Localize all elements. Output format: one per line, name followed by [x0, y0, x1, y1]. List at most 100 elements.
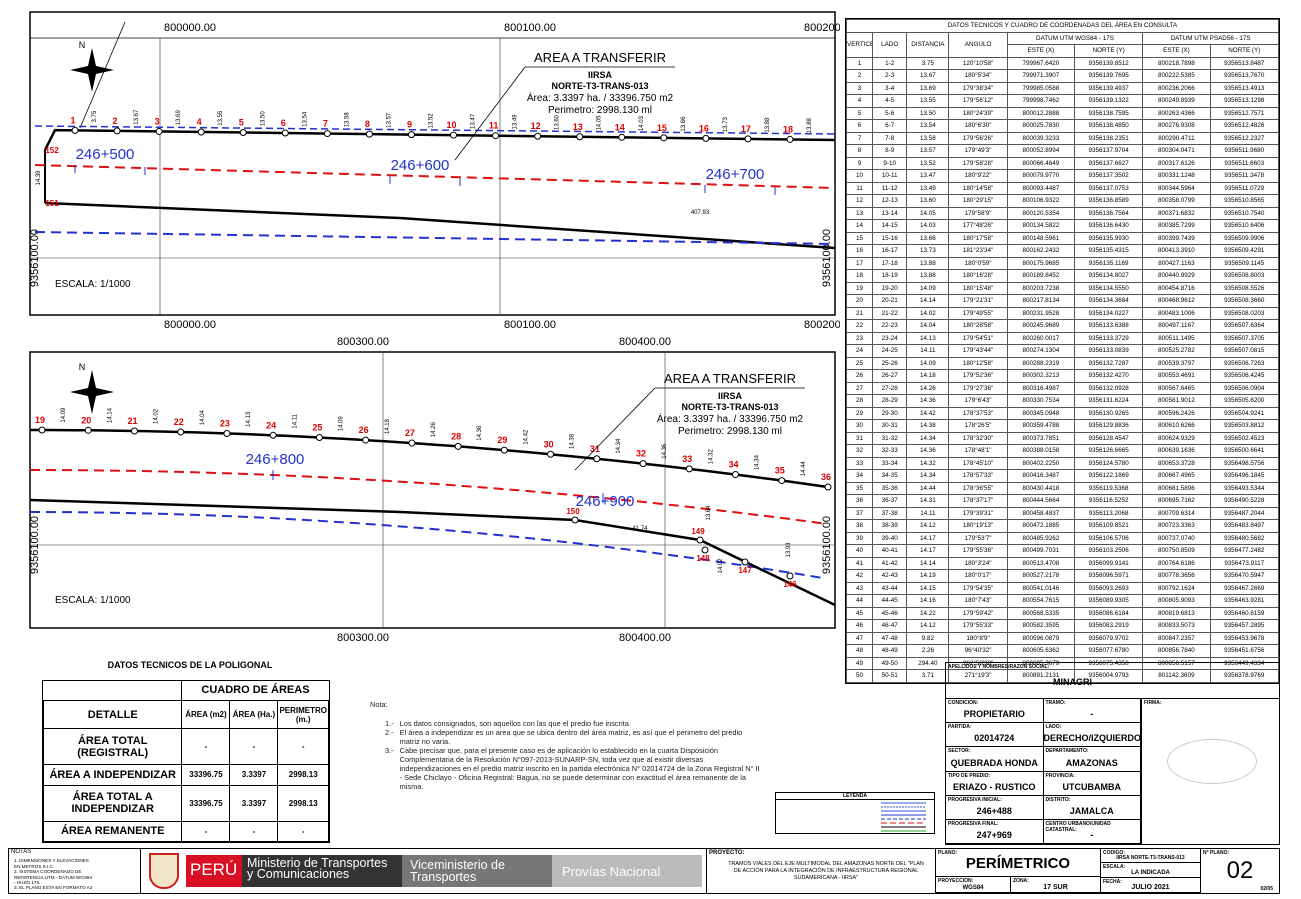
vertex-label: 26: [359, 425, 369, 435]
cell: 9356109.8521: [1073, 519, 1144, 533]
cell: -: [277, 820, 329, 843]
distance-label: 13.54: [302, 111, 308, 127]
cell: 1-2: [872, 56, 908, 70]
cell: 799971.3907: [1006, 69, 1075, 83]
vertex: [197, 128, 205, 136]
vertex-label: 25: [312, 422, 322, 432]
table-row: 15 15-16 13.66 180°17'58" 800148.5961 9356135…: [845, 231, 1280, 245]
field-label: ESCALA:: [1103, 864, 1126, 870]
cell: 800430.4418: [1006, 481, 1075, 495]
cell: 178°32'30": [948, 431, 1008, 445]
cell: 14.11: [906, 506, 950, 520]
cell: 46: [845, 619, 874, 633]
cell: 180°14'58": [948, 181, 1008, 195]
distance-label: 13.60: [555, 114, 561, 130]
field-value: -: [1090, 830, 1094, 841]
cell: 4-5: [872, 94, 908, 108]
column-header: VERTICE: [845, 31, 874, 58]
cell: 14.19: [906, 569, 950, 583]
grid-y-label: 9356100.00: [821, 516, 833, 574]
cell: 11-12: [872, 181, 908, 195]
grid-x-label: 800300.00: [337, 632, 389, 644]
cell: 800402.2250: [1006, 456, 1075, 470]
cell: 800359.4788: [1006, 419, 1075, 433]
cell: 180°19'13": [948, 519, 1008, 533]
cell: 9356487.2044: [1209, 506, 1280, 520]
cell: 179°43'44": [948, 344, 1008, 358]
cell: 800358.0799: [1142, 194, 1211, 208]
cell: 800833.5073: [1142, 619, 1211, 633]
distance-label: 14.11: [292, 413, 298, 428]
plan-number: 02: [1226, 857, 1254, 884]
vertex-label: 6: [281, 118, 286, 128]
cell: 800330.7534: [1006, 394, 1075, 408]
cell: 800245.9689: [1006, 319, 1075, 333]
cell: 9356457.2895: [1209, 619, 1280, 633]
shield: [149, 853, 179, 889]
vertex: [38, 426, 46, 434]
cell: 9356128.4547: [1073, 431, 1144, 445]
cell: 120°10'58": [948, 56, 1008, 70]
notes: Nota: 1.- Los datos consignados, son aquel…: [370, 700, 760, 830]
cell: -: [277, 728, 329, 766]
station-label: 246+700: [706, 166, 765, 183]
cell: 26: [845, 369, 874, 383]
cell: 5: [845, 106, 874, 120]
cell: 2.26: [906, 644, 950, 658]
cell: 801142.3609: [1142, 669, 1211, 683]
vertex-label: 149: [691, 527, 705, 536]
vertex: [71, 126, 79, 134]
cell: 800217.8134: [1006, 294, 1075, 308]
field-cell: SECTOR: QUEBRADA HONDA: [946, 747, 1044, 772]
cell: 14.14: [906, 556, 950, 570]
cell: 179°56'12": [948, 94, 1008, 108]
distance-label: 13.52: [429, 113, 435, 129]
grid-x-label: 800300.00: [337, 336, 389, 348]
field-label: CODIGO:: [1103, 850, 1125, 856]
title-cell: ESCALA: LA INDICADA: [1101, 863, 1201, 878]
cell: 800856.7840: [1142, 644, 1211, 658]
cell: 800737.0740: [1142, 531, 1211, 545]
vertex: [639, 460, 647, 468]
cell: 14.12: [906, 519, 950, 533]
cell: 9356513.7670: [1209, 69, 1280, 83]
cell: 9356490.5228: [1209, 494, 1280, 508]
label: Perimetro: 2998.130 ml: [678, 426, 782, 437]
column-header: ESTE (X): [1142, 44, 1211, 58]
cell: 44: [845, 594, 874, 608]
distance-label: 14.34: [755, 454, 761, 470]
field-cell: CONDICION: PROPIETARIO: [946, 699, 1044, 724]
distance-label: 14.34: [616, 438, 622, 454]
table-title: DATOS TECNICOS Y CUADRO DE COORDENADAS D…: [846, 19, 1279, 33]
station-label: 246+600: [391, 157, 450, 174]
cell: 800792.1624: [1142, 581, 1211, 595]
table-row: 16 16-17 13.73 181°23'34" 800162.2432 9356135…: [845, 244, 1280, 258]
cell: 800805.9093: [1142, 594, 1211, 608]
footer: NOTAS 1. DIMENSIONES Y ELEVACIONES EN MET…: [8, 848, 1280, 894]
station-label: 246+900: [576, 493, 635, 510]
field-label: APELLIDOS Y NOMBRES/RAZON SOCIAL:: [948, 664, 1050, 670]
cell: 800012.2888: [1006, 106, 1075, 120]
cell: 800345.0948: [1006, 406, 1075, 420]
table-row: 25 25-26 14.09 180°12'58" 800288.2319 9356132…: [845, 356, 1280, 370]
field-cell: TRAMO: -: [1043, 699, 1141, 724]
field-label: PLANO:: [938, 850, 958, 856]
cell: 179°53'7": [948, 531, 1008, 545]
cell: 9356512.2327: [1209, 131, 1280, 145]
label: Perimetro: 2998.130 ml: [548, 105, 652, 116]
distance-label: 13.50: [260, 111, 266, 127]
vertex: [786, 135, 794, 143]
vertex-label: 5: [239, 118, 244, 128]
cell: 179°58'9": [948, 206, 1008, 220]
frame: [29, 351, 836, 629]
table-row: 35 35-36 14.44 178°36'55" 800430.4418 9356119…: [845, 481, 1280, 495]
extra-label: 14.02: [718, 558, 724, 574]
vertex-label: 146: [783, 580, 797, 589]
cell: 179°59'42": [948, 606, 1008, 620]
table-row: 33 33-34 14.32 178°45'10" 800402.2250 9356124…: [845, 456, 1280, 470]
table-row: 32 32-33 14.36 178°48'1" 800388.0158 9356126.…: [845, 444, 1280, 458]
cell: 9356509.1145: [1209, 256, 1280, 270]
distance-label: 14.05: [597, 115, 603, 131]
cell: 800039.3233: [1006, 131, 1075, 145]
table-row: 10 10-11 13.47 180°9'22" 800079.9770 9356137.…: [845, 169, 1280, 183]
